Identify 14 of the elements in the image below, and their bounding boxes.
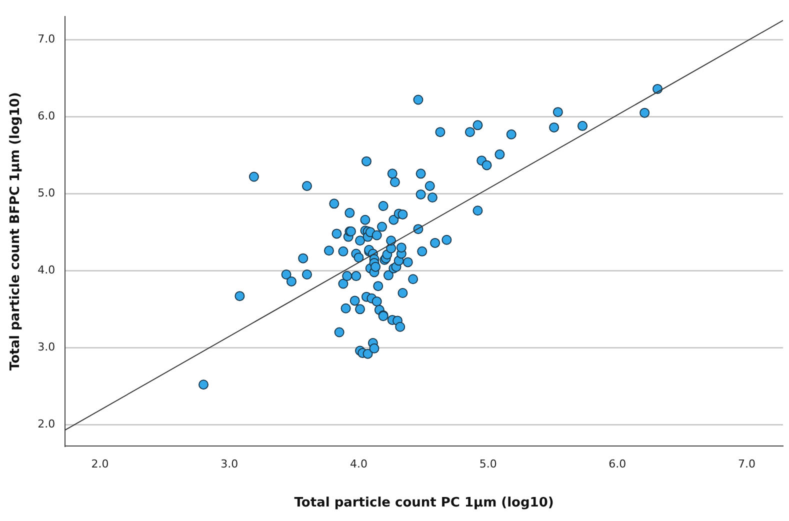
y-tick-label: 7.0 [38, 32, 56, 46]
y-tick-label: 3.0 [38, 340, 56, 354]
x-tick-label: 3.0 [220, 458, 238, 471]
x-tick-label: 5.0 [479, 458, 497, 471]
x-tick-label: 6.0 [608, 458, 626, 471]
y-axis-title: Total particle count BFPC 1µm (log10) [8, 92, 24, 371]
x-axis-title: Total particle count PC 1µm (log10) [294, 496, 554, 511]
y-tick-label: 5.0 [38, 186, 56, 200]
y-tick-label: 6.0 [38, 110, 56, 123]
x-tick-label: 4.0 [350, 458, 368, 471]
x-tick-label: 7.0 [738, 458, 756, 471]
y-tick-label: 4.0 [38, 264, 56, 277]
y-tick-label: 2.0 [38, 418, 56, 430]
x-tick-label: 2.0 [91, 458, 109, 471]
